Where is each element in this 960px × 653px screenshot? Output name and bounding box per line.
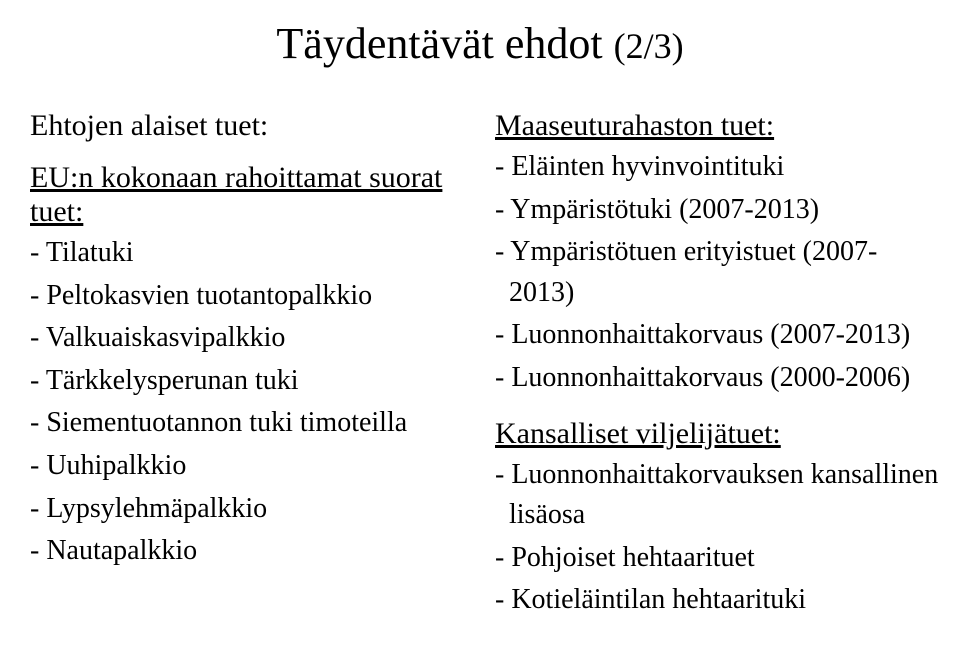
list-item: Pohjoiset hehtaarituet [495, 538, 940, 579]
list-item: Luonnonhaittakorvauksen kansallinen lisä… [495, 455, 940, 536]
list-item: Ympäristötuki (2007-2013) [495, 190, 940, 231]
slide-title: Täydentävät ehdot (2/3) [30, 18, 930, 69]
left-list: Tilatuki Peltokasvien tuotantopalkkio Va… [30, 233, 465, 572]
title-main: Täydentävät ehdot [276, 19, 613, 68]
left-column: Ehtojen alaiset tuet: EU:n kokonaan raho… [30, 109, 465, 623]
list-item: Kotieläintilan hehtaarituki [495, 580, 940, 621]
right-column: Maaseuturahaston tuet: Eläinten hyvinvoi… [495, 109, 940, 623]
right-list-2: Luonnonhaittakorvauksen kansallinen lisä… [495, 455, 940, 621]
right-subhead-1: Maaseuturahaston tuet: [495, 109, 940, 143]
right-subhead-2: Kansalliset viljelijätuet: [495, 417, 940, 451]
columns: Ehtojen alaiset tuet: EU:n kokonaan raho… [30, 109, 930, 623]
list-item: Valkuaiskasvipalkkio [30, 318, 465, 359]
list-item: Tärkkelysperunan tuki [30, 361, 465, 402]
list-item: Luonnonhaittakorvaus (2007-2013) [495, 315, 940, 356]
list-item: Siementuotannon tuki timoteilla [30, 403, 465, 444]
title-part: (2/3) [614, 26, 684, 66]
list-item: Lypsylehmäpalkkio [30, 489, 465, 530]
list-item: Luonnonhaittakorvaus (2000-2006) [495, 358, 940, 399]
left-subhead: EU:n kokonaan rahoittamat suorat tuet: [30, 161, 465, 229]
list-item: Tilatuki [30, 233, 465, 274]
left-heading: Ehtojen alaiset tuet: [30, 109, 465, 143]
right-list-1: Eläinten hyvinvointituki Ympäristötuki (… [495, 147, 940, 399]
list-item: Uuhipalkkio [30, 446, 465, 487]
slide: Täydentävät ehdot (2/3) Ehtojen alaiset … [0, 0, 960, 653]
list-item: Ympäristötuen erityistuet (2007-2013) [495, 232, 940, 313]
list-item: Peltokasvien tuotantopalkkio [30, 276, 465, 317]
list-item: Nautapalkkio [30, 531, 465, 572]
list-item: Eläinten hyvinvointituki [495, 147, 940, 188]
